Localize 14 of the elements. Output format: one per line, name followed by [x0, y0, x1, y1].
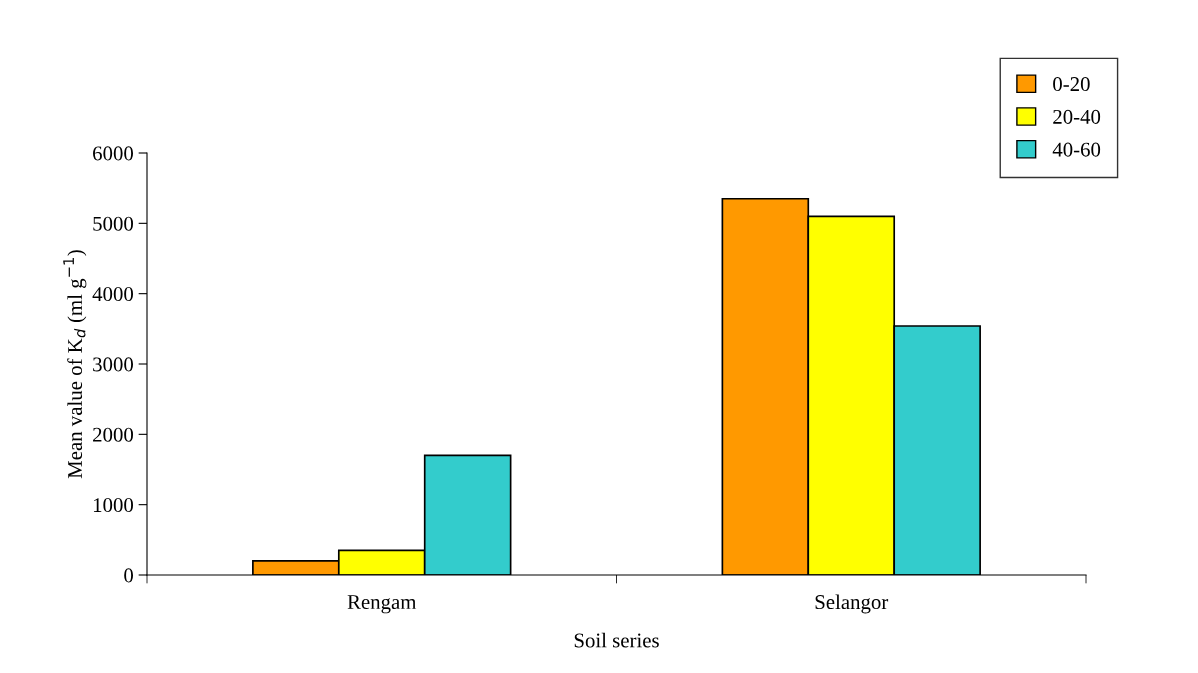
x-axis-title: Soil series	[574, 632, 659, 648]
y-tick-label: 5000	[93, 216, 134, 231]
x-tick-label: Rengam	[347, 595, 417, 614]
y-tick-label: 1000	[93, 498, 134, 513]
legend-label: 0-20	[1053, 77, 1090, 92]
y-tick-label: 4000	[92, 287, 134, 302]
y-tick-label: 3000	[93, 357, 134, 372]
y-tick-label: 2000	[93, 427, 134, 442]
y-tick-label: 0	[124, 568, 134, 583]
x-tick-label: Selangor	[815, 594, 889, 614]
y-axis-title: Mean value of K$_{d}$ (ml g$^{−1}$)	[63, 250, 87, 479]
y-tick-label: 6000	[93, 146, 134, 161]
legend-label: 40-60	[1052, 142, 1101, 157]
legend-label: 20-40	[1053, 109, 1101, 124]
